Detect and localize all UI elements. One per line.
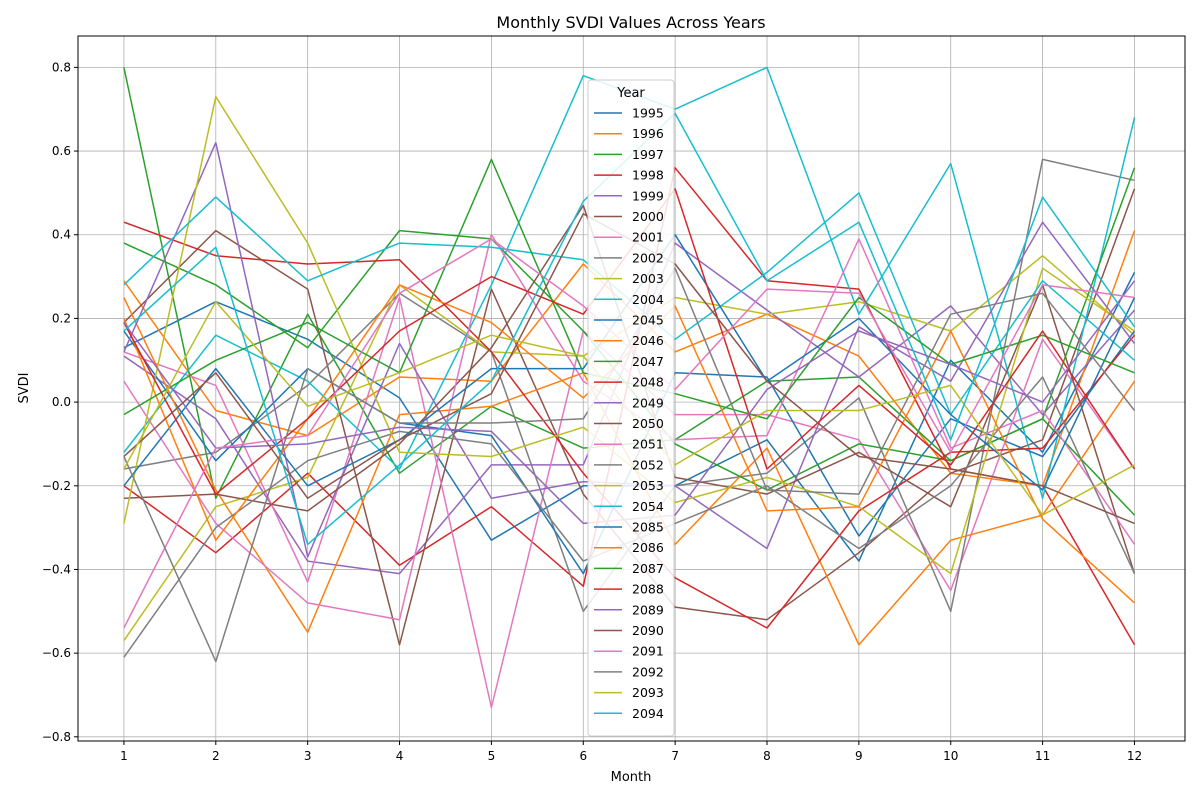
legend-label-2094: 2094 xyxy=(632,706,664,721)
legend-label-2045: 2045 xyxy=(632,313,664,328)
legend-label-2088: 2088 xyxy=(632,582,664,597)
legend-title: Year xyxy=(616,86,645,101)
legend-label-2000: 2000 xyxy=(632,209,664,224)
legend-label-2050: 2050 xyxy=(632,416,664,431)
y-tick-label: −0.4 xyxy=(42,562,71,576)
y-tick-label: −0.8 xyxy=(42,730,71,744)
legend-label-2047: 2047 xyxy=(632,354,664,369)
legend-label-2002: 2002 xyxy=(632,250,664,265)
y-tick-label: 0.4 xyxy=(52,228,71,242)
x-axis: 1 2 3 4 5 6 7 8 9 10 11 12 xyxy=(120,741,1142,763)
legend-label-2087: 2087 xyxy=(632,561,664,576)
y-tick-label: −0.6 xyxy=(42,646,71,660)
chart-title: Monthly SVDI Values Across Years xyxy=(496,13,765,32)
legend-label-2054: 2054 xyxy=(632,499,664,514)
legend-label-2046: 2046 xyxy=(632,333,664,348)
x-tick-label: 5 xyxy=(488,749,496,763)
legend-label-2090: 2090 xyxy=(632,623,664,638)
x-tick-label: 11 xyxy=(1035,749,1050,763)
legend-label-2091: 2091 xyxy=(632,644,664,659)
y-tick-label: −0.2 xyxy=(42,479,71,493)
x-tick-label: 2 xyxy=(212,749,220,763)
legend-label-2051: 2051 xyxy=(632,437,664,452)
y-axis: −0.8 −0.6 −0.4 −0.2 0.0 0.2 0.4 0.6 0.8 xyxy=(42,60,78,744)
legend-label-2048: 2048 xyxy=(632,375,664,390)
legend-label-1998: 1998 xyxy=(632,168,664,183)
x-tick-label: 3 xyxy=(304,749,312,763)
legend: Year 1995 1996 1997 1998 1999 2000 2001 2002 200… xyxy=(587,79,675,737)
x-tick-label: 10 xyxy=(943,749,958,763)
legend-label-2053: 2053 xyxy=(632,478,664,493)
x-tick-label: 12 xyxy=(1127,749,1142,763)
legend-label-2049: 2049 xyxy=(632,395,664,410)
legend-label-2092: 2092 xyxy=(632,664,664,679)
legend-label-2086: 2086 xyxy=(632,540,664,555)
y-tick-label: 0.8 xyxy=(52,60,71,74)
legend-label-2052: 2052 xyxy=(632,457,664,472)
legend-label-2093: 2093 xyxy=(632,685,664,700)
legend-label-2089: 2089 xyxy=(632,602,664,617)
y-tick-label: 0.2 xyxy=(52,311,71,325)
legend-label-2001: 2001 xyxy=(632,230,664,245)
x-tick-label: 7 xyxy=(671,749,679,763)
x-tick-label: 9 xyxy=(855,749,863,763)
plot-frame xyxy=(77,35,1186,742)
y-axis-label: SVDI xyxy=(17,373,32,404)
legend-items: 1995 1996 1997 1998 1999 2000 2001 2002 2003 2004… xyxy=(594,106,664,721)
y-tick-label: 0.6 xyxy=(52,144,71,158)
legend-label-1996: 1996 xyxy=(632,126,664,141)
x-tick-label: 6 xyxy=(579,749,587,763)
legend-label-1995: 1995 xyxy=(632,106,664,121)
legend-box xyxy=(587,79,675,737)
legend-label-2004: 2004 xyxy=(632,292,664,307)
legend-label-2085: 2085 xyxy=(632,520,664,535)
x-tick-label: 8 xyxy=(763,749,771,763)
y-tick-label: 0.0 xyxy=(52,395,71,409)
legend-label-1999: 1999 xyxy=(632,188,664,203)
legend-label-1997: 1997 xyxy=(632,147,664,162)
x-tick-label: 1 xyxy=(120,749,128,763)
x-axis-label: Month xyxy=(611,770,652,785)
legend-label-2003: 2003 xyxy=(632,271,664,286)
x-tick-label: 4 xyxy=(396,749,404,763)
